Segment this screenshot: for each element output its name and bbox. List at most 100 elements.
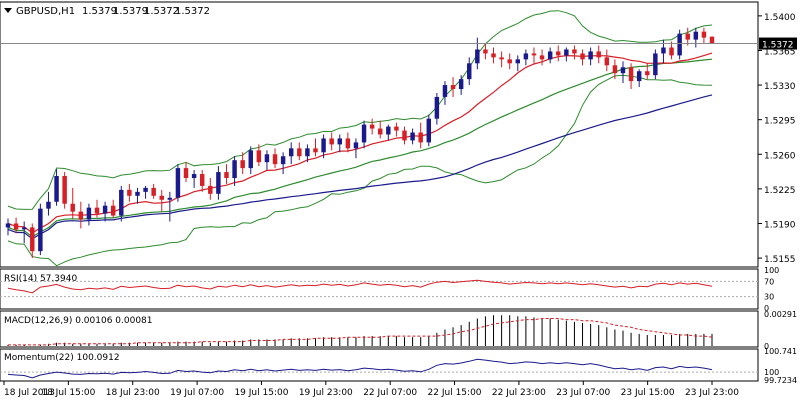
candle-body xyxy=(94,207,100,214)
candle-body xyxy=(329,138,334,145)
candle-body xyxy=(709,36,715,44)
candle xyxy=(119,185,124,222)
candle xyxy=(288,142,294,165)
candle xyxy=(467,57,472,86)
candle xyxy=(394,122,399,137)
candle xyxy=(580,49,585,66)
candle xyxy=(297,142,302,161)
candle-body xyxy=(70,203,75,212)
time-tick-label: 19 Jul 07:00 xyxy=(170,388,224,398)
candle xyxy=(628,63,634,90)
momentum-layer xyxy=(0,358,758,379)
candle-body xyxy=(143,187,148,192)
candle xyxy=(224,164,229,184)
time-tick-label: 18 Jul 2013 xyxy=(4,388,55,398)
candle-body xyxy=(208,185,213,194)
candle-body xyxy=(102,205,108,214)
candle-body xyxy=(677,33,682,56)
macd-label: MACD(12,26,9) 0.00106 0.00081 xyxy=(4,316,153,326)
time-tick-label: 19 Jul 23:00 xyxy=(299,388,353,398)
candle xyxy=(458,75,464,95)
candle-body xyxy=(507,59,512,64)
candle xyxy=(167,191,173,222)
candle-body xyxy=(564,49,569,56)
candle-body xyxy=(410,132,415,141)
sma-slow-line xyxy=(7,94,713,240)
candle xyxy=(588,47,593,66)
candle-body xyxy=(321,138,326,153)
candle-body xyxy=(127,189,132,196)
candle-body xyxy=(264,154,270,163)
bollinger-upper-line xyxy=(7,10,713,210)
candle xyxy=(70,187,75,219)
candle-body xyxy=(353,142,359,149)
time-tick-label: 23 Jul 15:00 xyxy=(621,388,675,398)
candle-body xyxy=(78,211,84,220)
candle xyxy=(386,124,391,141)
candle-body xyxy=(151,187,156,196)
momentum-scale-label: 100.741 xyxy=(764,347,797,356)
candle xyxy=(709,36,715,44)
time-tick-label: 18 Jul 23:00 xyxy=(106,388,160,398)
candle-body xyxy=(21,227,27,230)
candle-body xyxy=(701,31,707,38)
candle xyxy=(547,47,553,64)
candle xyxy=(337,134,342,153)
candle xyxy=(418,122,423,149)
price-tick-label: 1.5365 xyxy=(764,47,796,57)
time-tick-label: 22 Jul 23:00 xyxy=(492,388,546,398)
candle xyxy=(556,45,561,62)
candle xyxy=(677,29,682,60)
candle-body xyxy=(119,189,124,216)
price-tick-label: 1.5190 xyxy=(764,220,796,230)
candle xyxy=(94,199,100,218)
momentum-scale-label: 99.7234 xyxy=(764,376,797,385)
candle xyxy=(199,170,205,192)
candle xyxy=(523,49,529,66)
price-tick-label: 1.5155 xyxy=(764,255,796,265)
candle-body xyxy=(685,33,690,40)
candle-body xyxy=(135,191,140,196)
candle-body xyxy=(199,174,205,186)
dropdown-triangle-icon[interactable] xyxy=(4,8,12,13)
candle-body xyxy=(572,49,577,54)
candle-body xyxy=(394,126,399,131)
candle-body xyxy=(313,148,318,153)
rsi-line xyxy=(7,279,713,294)
candle-body xyxy=(30,227,35,252)
candle xyxy=(402,126,407,145)
rsi-scale-label: 70 xyxy=(764,277,774,286)
candle-body xyxy=(475,49,480,64)
time-tick-label: 23 Jul 23:00 xyxy=(685,388,739,398)
macd-signal-line xyxy=(8,318,713,346)
macd-layer xyxy=(7,315,713,346)
candle-body xyxy=(450,85,456,90)
candle-body xyxy=(5,223,11,228)
candle-body xyxy=(386,126,391,135)
time-tick-label: 22 Jul 07:00 xyxy=(363,388,417,398)
candle xyxy=(685,27,690,46)
candle-body xyxy=(669,47,674,56)
candle-body xyxy=(240,160,245,169)
candle xyxy=(369,118,375,135)
candle xyxy=(499,51,504,68)
candle xyxy=(54,169,59,206)
candle xyxy=(208,178,213,200)
rsi-label: RSI(14) 57.3940 xyxy=(4,274,77,284)
candle xyxy=(645,63,650,80)
candle-body xyxy=(369,124,375,129)
candle xyxy=(102,201,108,222)
candle-body xyxy=(588,51,593,60)
candle xyxy=(572,45,577,60)
candle-body xyxy=(467,63,472,80)
candle-body xyxy=(693,31,699,40)
candle xyxy=(701,27,707,44)
candle xyxy=(272,148,278,169)
candle-body xyxy=(661,47,666,54)
candle xyxy=(86,203,92,226)
candle-body xyxy=(256,150,262,163)
candle-body xyxy=(272,154,278,165)
candle xyxy=(280,152,286,175)
ohlc-high: 1.5379 xyxy=(113,6,148,17)
rsi-layer xyxy=(0,279,758,298)
